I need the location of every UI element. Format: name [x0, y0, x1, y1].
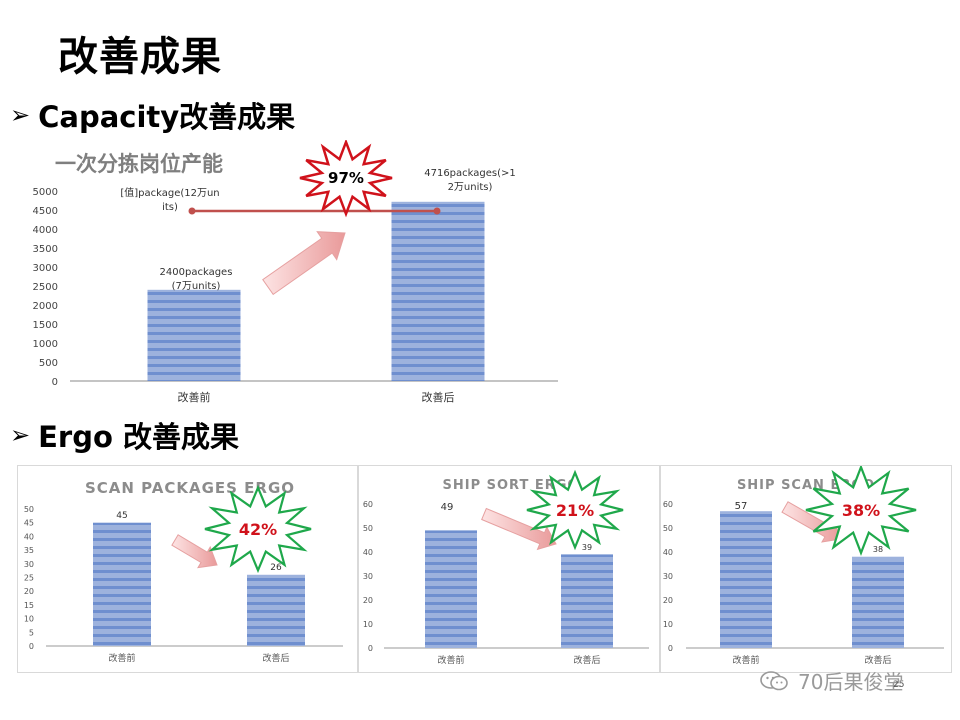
- y-tick-label: 15: [24, 601, 34, 610]
- page-title: 改善成果: [58, 34, 222, 80]
- capacity-chart: 0 500 1000 1500 2000 2500 3000 3500 4000 4500 5000…: [33, 140, 558, 404]
- y-tick-label: 20: [24, 587, 34, 596]
- y-tick-label: 2000: [33, 301, 58, 312]
- data-label-2: 4716packages(>1 2万units): [424, 168, 516, 193]
- y-tick-label: 10: [663, 620, 673, 629]
- improvement-star: [805, 464, 917, 556]
- y-tick-label: 35: [24, 546, 34, 555]
- y-tick-label: 40: [663, 548, 673, 557]
- data-label-1: 49: [441, 502, 454, 513]
- bar-1: [425, 530, 477, 648]
- bar-2: [852, 556, 904, 648]
- chart-title: SHIP SORT ERGO: [443, 478, 580, 493]
- data-label-2: 39: [582, 543, 592, 552]
- y-tick-label: 40: [363, 548, 373, 557]
- improvement-percent: 97%: [328, 169, 364, 187]
- x-tick-label: 改善后: [422, 390, 455, 404]
- x-tick-label: 改善前: [108, 652, 135, 664]
- chart-title: SCAN PACKAGES ERGO: [85, 479, 295, 497]
- x-tick-label: 改善前: [732, 654, 759, 666]
- bar-1: [93, 522, 151, 646]
- y-tick-label: 30: [663, 572, 673, 581]
- y-tick-label: 5000: [33, 187, 58, 198]
- capacity-chart-title: 一次分拣岗位产能: [55, 152, 223, 176]
- improvement-star: [299, 140, 393, 218]
- bar-2: [391, 201, 485, 381]
- ergo-panel-ship-scan: SHIP SCAN ERGO 0 10 20 30 40 50 60 改善前 57 改善后 38 38%: [660, 464, 952, 673]
- y-tick-label: 0: [52, 377, 58, 388]
- y-tick-label: 45: [24, 519, 34, 528]
- y-tick-label: 50: [363, 524, 373, 533]
- y-tick-label: 10: [363, 620, 373, 629]
- improvement-percent: 21%: [556, 501, 594, 520]
- bar-1: [147, 289, 241, 381]
- y-tick-label: 50: [24, 505, 34, 514]
- y-tick-label: 20: [663, 596, 673, 605]
- ergo-heading-label: Ergo 改善成果: [38, 420, 239, 454]
- bar-2: [561, 554, 613, 648]
- target-line-label: [值]package(12万un its): [120, 186, 219, 213]
- y-tick-label: 0: [368, 644, 373, 653]
- data-label-2: 38: [873, 545, 883, 554]
- x-tick-label: 改善后: [262, 652, 289, 664]
- y-tick-label: 4500: [33, 206, 58, 217]
- y-tick-label: 1000: [33, 339, 58, 350]
- y-tick-label: 3000: [33, 263, 58, 274]
- wechat-icon: [760, 670, 790, 692]
- ergo-heading: ➢ Ergo 改善成果: [10, 414, 239, 456]
- data-label-1: 45: [116, 511, 127, 521]
- y-tick-label: 50: [663, 524, 673, 533]
- bar-2: [247, 574, 305, 646]
- y-tick-label: 60: [363, 500, 373, 509]
- y-tick-label: 60: [663, 500, 673, 509]
- capacity-heading-label: Capacity改善成果: [38, 100, 296, 134]
- x-tick-label: 改善后: [573, 654, 600, 666]
- y-tick-label: 40: [24, 532, 34, 541]
- data-label-1: 57: [735, 501, 748, 512]
- bar-1: [720, 511, 772, 648]
- improvement-arrow: [481, 507, 557, 551]
- watermark-text: 70后果俊堂: [798, 670, 904, 694]
- y-tick-label: 30: [363, 572, 373, 581]
- improvement-arrow: [262, 231, 346, 296]
- watermark: 70后果俊堂: [760, 666, 903, 695]
- data-label-1: 2400packages (7万units): [160, 267, 233, 292]
- x-tick-label: 改善前: [178, 390, 211, 404]
- x-tick-label: 改善前: [437, 654, 464, 666]
- ergo-panel-scan-packages: SCAN PACKAGES ERGO 0 5 10 15 20 25 30 35 40 45 50 改善…: [17, 465, 358, 673]
- y-tick-label: 2500: [33, 282, 58, 293]
- improvement-star: [204, 484, 312, 574]
- arrow-bullet-icon: ➢: [10, 421, 31, 449]
- ship-sort-chart: SHIP SORT ERGO 0 10 20 30 40 50 60 改善前 49 改善后 39 21%: [363, 469, 649, 666]
- scan-packages-chart: SCAN PACKAGES ERGO 0 5 10 15 20 25 30 35 40 45 50 改善…: [24, 479, 343, 664]
- arrow-bullet-icon: ➢: [10, 101, 31, 129]
- y-tick-label: 4000: [33, 225, 58, 236]
- y-tick-label: 5: [29, 628, 34, 637]
- y-tick-label: 30: [24, 560, 34, 569]
- capacity-heading: ➢ Capacity改善成果: [10, 94, 295, 136]
- data-label-2: 26: [270, 563, 282, 573]
- page-number: 25: [893, 680, 905, 690]
- ergo-panel-ship-sort: SHIP SORT ERGO 0 10 20 30 40 50 60 改善前 49 改善后 39 21%: [358, 465, 660, 673]
- y-tick-label: 0: [29, 642, 34, 651]
- y-tick-label: 10: [24, 615, 34, 624]
- y-tick-label: 500: [39, 358, 58, 369]
- target-marker: [433, 207, 441, 215]
- y-tick-label: 3500: [33, 244, 58, 255]
- x-tick-label: 改善后: [864, 654, 891, 666]
- improvement-arrow: [781, 501, 842, 543]
- improvement-percent: 42%: [239, 520, 277, 539]
- improvement-percent: 38%: [842, 501, 880, 520]
- y-tick-label: 1500: [33, 320, 58, 331]
- y-tick-label: 20: [363, 596, 373, 605]
- y-tick-label: 0: [668, 644, 673, 653]
- improvement-star: [526, 469, 624, 551]
- target-marker: [188, 207, 196, 215]
- y-tick-label: 25: [24, 574, 34, 583]
- improvement-arrow: [171, 534, 218, 569]
